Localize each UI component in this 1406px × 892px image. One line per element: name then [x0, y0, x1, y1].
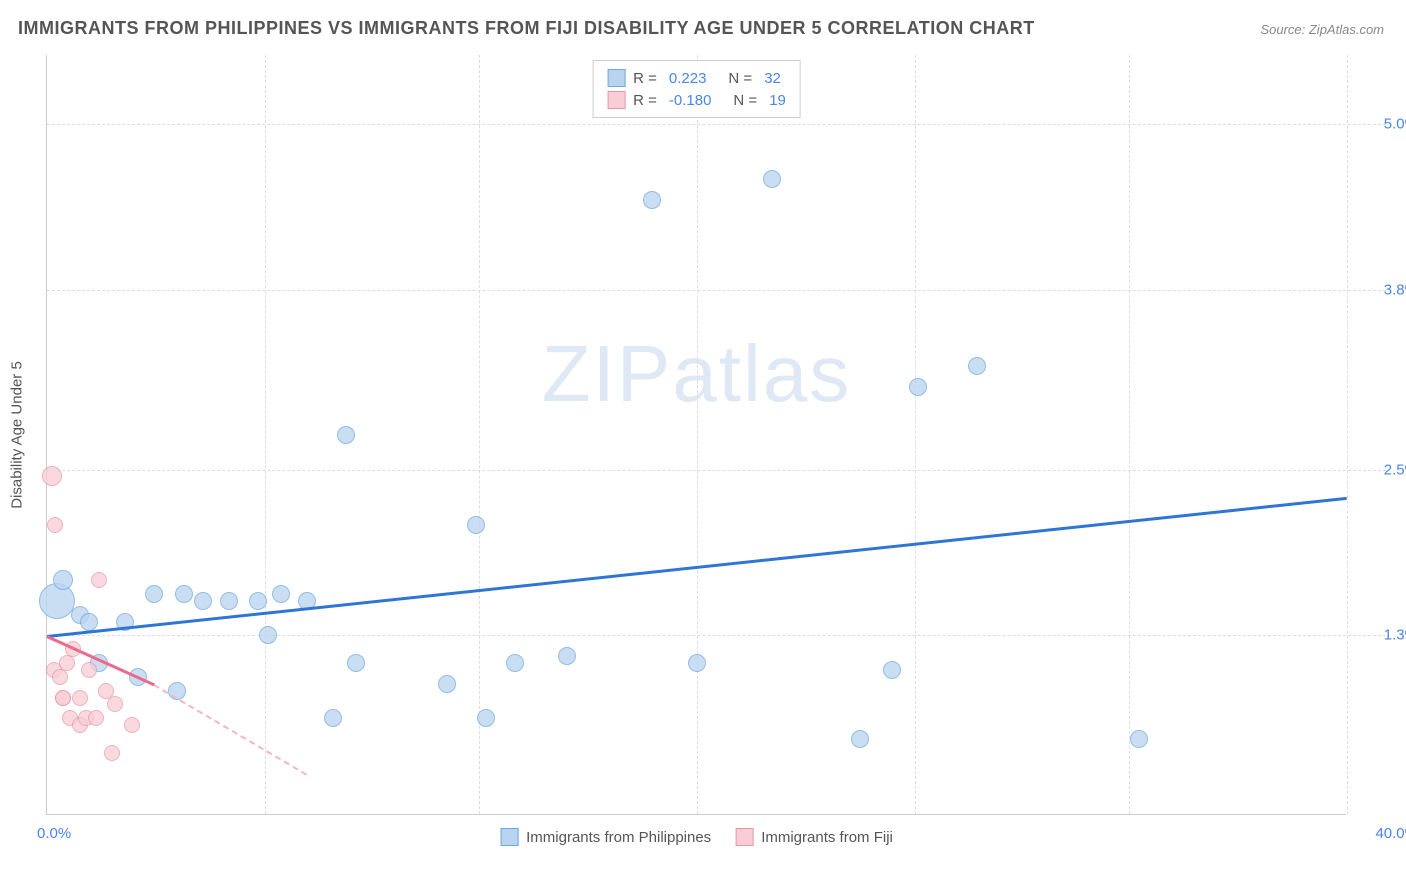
stats-legend-row: R = 0.223 N = 32 [607, 67, 786, 89]
scatter-point [55, 690, 71, 706]
stat-n-label: N = [733, 92, 757, 109]
scatter-point [477, 709, 495, 727]
legend-label: Immigrants from Fiji [761, 829, 893, 846]
stat-r-label: R = [633, 70, 657, 87]
trend-line [154, 684, 308, 776]
scatter-point [249, 592, 267, 610]
grid-horizontal [47, 290, 1386, 291]
scatter-point [104, 745, 120, 761]
scatter-point [47, 517, 63, 533]
scatter-point [558, 647, 576, 665]
scatter-point [688, 654, 706, 672]
grid-vertical [1347, 55, 1348, 814]
scatter-point [81, 662, 97, 678]
scatter-point [88, 710, 104, 726]
scatter-point [324, 709, 342, 727]
scatter-point [220, 592, 238, 610]
scatter-point [72, 690, 88, 706]
scatter-point [52, 669, 68, 685]
stat-n-value: 19 [769, 92, 786, 109]
legend-item: Immigrants from Philippines [500, 828, 711, 846]
scatter-point [347, 654, 365, 672]
scatter-point [272, 585, 290, 603]
grid-vertical [265, 55, 266, 814]
scatter-point [883, 661, 901, 679]
stat-r-value: 0.223 [669, 70, 707, 87]
scatter-point [91, 572, 107, 588]
scatter-point [851, 730, 869, 748]
scatter-point [53, 570, 73, 590]
legend-swatch [607, 69, 625, 87]
scatter-point [467, 516, 485, 534]
grid-vertical [1129, 55, 1130, 814]
y-axis-tick: 1.3% [1384, 627, 1406, 644]
x-axis-min-tick: 0.0% [37, 825, 71, 842]
legend-swatch [607, 91, 625, 109]
legend-label: Immigrants from Philippines [526, 829, 711, 846]
stat-n-value: 32 [764, 70, 781, 87]
grid-vertical [915, 55, 916, 814]
y-axis-tick: 2.5% [1384, 461, 1406, 478]
stat-r-value: -0.180 [669, 92, 712, 109]
grid-horizontal [47, 124, 1386, 125]
y-axis-tick: 3.8% [1384, 281, 1406, 298]
grid-horizontal [47, 635, 1386, 636]
scatter-point [968, 357, 986, 375]
legend-swatch [735, 828, 753, 846]
scatter-point [107, 696, 123, 712]
scatter-point [124, 717, 140, 733]
scatter-point [42, 466, 62, 486]
chart-plot-area: ZIPatlas Disability Age Under 5 1.3%2.5%… [46, 55, 1346, 815]
stat-r-label: R = [633, 92, 657, 109]
grid-vertical [479, 55, 480, 814]
scatter-point [337, 426, 355, 444]
stat-n-label: N = [728, 70, 752, 87]
x-axis-max-tick: 40.0% [1375, 825, 1406, 842]
y-axis-label: Disability Age Under 5 [9, 361, 26, 509]
legend-swatch [500, 828, 518, 846]
chart-title: IMMIGRANTS FROM PHILIPPINES VS IMMIGRANT… [18, 18, 1035, 39]
scatter-point [909, 378, 927, 396]
scatter-point [175, 585, 193, 603]
scatter-point [1130, 730, 1148, 748]
y-axis-tick: 5.0% [1384, 116, 1406, 133]
stats-legend: R = 0.223 N = 32 R = -0.180 N = 19 [592, 60, 801, 118]
scatter-point [194, 592, 212, 610]
scatter-point [506, 654, 524, 672]
scatter-point [259, 626, 277, 644]
scatter-point [763, 170, 781, 188]
series-legend: Immigrants from Philippines Immigrants fr… [500, 828, 893, 846]
scatter-point [438, 675, 456, 693]
grid-horizontal [47, 470, 1386, 471]
scatter-point [80, 613, 98, 631]
stats-legend-row: R = -0.180 N = 19 [607, 89, 786, 111]
scatter-point [643, 191, 661, 209]
source-attribution: Source: ZipAtlas.com [1260, 22, 1384, 37]
scatter-point [145, 585, 163, 603]
legend-item: Immigrants from Fiji [735, 828, 893, 846]
grid-vertical [697, 55, 698, 814]
scatter-point [59, 655, 75, 671]
